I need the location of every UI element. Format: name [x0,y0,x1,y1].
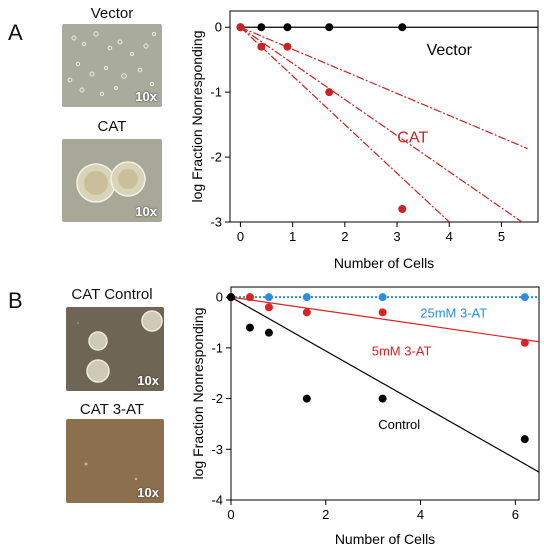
chart-b-series-2-point-1 [245,323,254,332]
chart-a-xtick-label-4: 4 [446,229,453,244]
chart-b-series-1-point-3 [302,308,311,317]
chart-a-series-1-point-3 [325,88,334,97]
chart-b-fit-line-2 [231,296,539,343]
cat-image-label: CAT [97,118,127,135]
chart-b-series-0-point-2 [264,293,273,302]
chart-b-annotation-0: 25mM 3-AT [420,305,487,320]
chart-b-series-0-point-5 [520,293,529,302]
vector-magnification: 10x [135,89,157,104]
chart-a-ytick-label-2: -2 [210,150,222,165]
chart-a-ylabel: log Fraction Nonresponding [189,31,205,203]
chart-b-series-1-point-2 [264,303,273,312]
chart-a-fit-line-3 [240,26,450,222]
cat-3at-micrograph-image [66,419,164,503]
cat-control-magnification: 10x [137,373,159,388]
chart-b-annotation-1: 5mM 3-AT [372,343,432,358]
chart-b-series-1-point-4 [378,308,387,317]
cat-micrograph: 10x [62,139,162,222]
chart-a-ytick-label-1: -1 [210,85,222,100]
chart-a-annotation-1: CAT [397,130,428,147]
cat-3at-image-label: CAT 3-AT [79,401,145,418]
chart-b-xtick-label-2: 4 [417,507,424,522]
vector-micrograph-image [62,24,162,107]
chart-b-ytick-label-2: -2 [211,391,223,406]
chart-a-xtick-label-0: 0 [237,229,244,244]
chart-a-fit-line-2 [240,26,523,222]
chart-a-series-0-point-4 [398,23,407,32]
chart-b-series-2-point-0 [227,293,235,302]
chart-a-series-1-point-4 [398,205,407,214]
chart-a-series-1-point-2 [283,42,292,51]
chart-b-fit-line-1 [231,296,539,473]
chart-a-xlabel: Number of Cells [334,255,434,271]
chart-a-series-0-point-2 [283,23,292,32]
chart-a-xtick-label-5: 5 [498,229,505,244]
chart-b-ytick-label-3: -3 [211,442,223,457]
chart-b-series-2-point-5 [520,435,529,444]
chart-b-xlabel: Number of Cells [335,531,435,547]
chart-a-ytick-label-3: -3 [210,215,222,230]
cat-control-micrograph: 10x [66,307,164,391]
chart-a-annotation-0: Vector [427,42,473,59]
chart-a-series-1-point-0 [236,23,245,32]
chart-b-ytick-label-4: -4 [211,493,223,508]
chart-b-xtick-label-0: 0 [227,507,234,522]
cat-3at-magnification: 10x [137,485,159,500]
chart-a-xtick-label-2: 2 [341,229,348,244]
cat-3at-micrograph: 10x [66,419,164,503]
chart-b-series-0-point-3 [302,293,311,302]
panel-letter-a: A [8,20,23,45]
chart-b-xtick-label-1: 2 [322,507,329,522]
chart-a-series-1-point-1 [257,42,266,51]
chart-b-series-2-point-4 [378,394,387,403]
chart-b-series-0-point-4 [378,293,387,302]
cat-control-micrograph-image [66,307,164,391]
chart-a-xtick-label-1: 1 [289,229,296,244]
chart-b-xtick-label-3: 6 [512,507,519,522]
chart-b-ytick-label-1: -1 [211,340,223,355]
cat-control-image-label: CAT Control [71,286,153,303]
chart-a-series-0-point-1 [257,23,266,32]
chart-b-series-2-point-2 [264,328,273,337]
cat-micrograph-image [62,139,162,222]
chart-a-ytick-label-0: 0 [215,20,222,35]
chart-b-series-1-point-5 [520,338,529,347]
chart-b-annotation-2: Control [378,417,420,432]
vector-image-label: Vector [90,5,134,22]
chart-b-series-2-point-3 [302,394,311,403]
chart-b-frame [230,286,540,501]
vector-micrograph: 10x [62,24,162,107]
cat-magnification: 10x [135,204,157,219]
chart-b-series-1-point-1 [245,293,254,302]
chart-b-ytick-label-0: 0 [216,290,223,305]
chart-a-series-0-point-3 [325,23,334,32]
chart-b-ylabel: log Fraction Nonresponding [190,308,206,480]
chart-a-fit-line-1 [240,26,528,150]
chart-a-xtick-label-3: 3 [393,229,400,244]
panel-letter-b: B [8,288,23,313]
chart-a-frame [229,10,539,223]
